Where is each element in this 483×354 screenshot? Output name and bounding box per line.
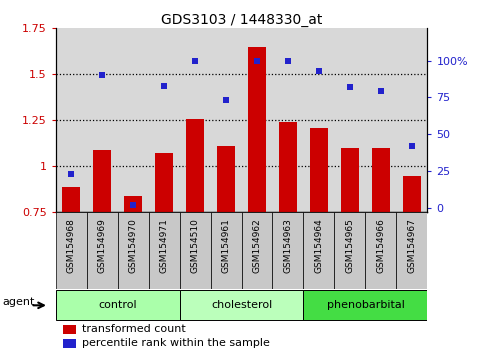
Text: GSM154966: GSM154966 bbox=[376, 218, 385, 273]
Bar bbox=[86, 212, 117, 289]
Text: GSM154962: GSM154962 bbox=[253, 218, 261, 273]
Bar bbox=[56, 290, 180, 320]
Bar bbox=[403, 176, 421, 212]
Text: GSM154961: GSM154961 bbox=[222, 218, 230, 273]
Text: GSM154967: GSM154967 bbox=[408, 218, 416, 273]
Text: control: control bbox=[98, 300, 137, 310]
Text: GSM154971: GSM154971 bbox=[159, 218, 169, 273]
Text: percentile rank within the sample: percentile rank within the sample bbox=[82, 338, 270, 348]
Bar bbox=[334, 212, 366, 289]
Bar bbox=[341, 148, 359, 212]
Bar bbox=[217, 146, 235, 212]
Bar bbox=[303, 212, 334, 289]
Bar bbox=[155, 154, 173, 212]
Bar bbox=[242, 212, 272, 289]
Bar bbox=[248, 47, 266, 212]
Bar bbox=[303, 290, 427, 320]
Bar bbox=[279, 122, 297, 212]
Bar bbox=[310, 128, 328, 212]
Text: GSM154968: GSM154968 bbox=[67, 218, 75, 273]
Bar bbox=[211, 212, 242, 289]
Bar bbox=[180, 290, 303, 320]
Bar bbox=[272, 212, 303, 289]
Text: cholesterol: cholesterol bbox=[211, 300, 272, 310]
Bar bbox=[117, 212, 149, 289]
Bar bbox=[93, 150, 112, 212]
Bar bbox=[124, 196, 142, 212]
Text: GSM154964: GSM154964 bbox=[314, 218, 324, 273]
Bar bbox=[149, 212, 180, 289]
Bar bbox=[372, 148, 390, 212]
Bar bbox=[366, 212, 397, 289]
Text: phenobarbital: phenobarbital bbox=[327, 300, 404, 310]
Text: agent: agent bbox=[3, 297, 35, 307]
Bar bbox=[180, 212, 211, 289]
Text: GSM154970: GSM154970 bbox=[128, 218, 138, 273]
Text: GSM154965: GSM154965 bbox=[345, 218, 355, 273]
Bar bbox=[397, 212, 427, 289]
Text: GSM154963: GSM154963 bbox=[284, 218, 293, 273]
Text: GSM154969: GSM154969 bbox=[98, 218, 107, 273]
Bar bbox=[56, 212, 86, 289]
Text: transformed count: transformed count bbox=[82, 324, 185, 334]
Bar bbox=[186, 119, 204, 212]
Title: GDS3103 / 1448330_at: GDS3103 / 1448330_at bbox=[161, 13, 322, 27]
Bar bbox=[63, 339, 76, 348]
Text: GSM154510: GSM154510 bbox=[190, 218, 199, 273]
Bar bbox=[63, 325, 76, 333]
Bar bbox=[62, 187, 80, 212]
